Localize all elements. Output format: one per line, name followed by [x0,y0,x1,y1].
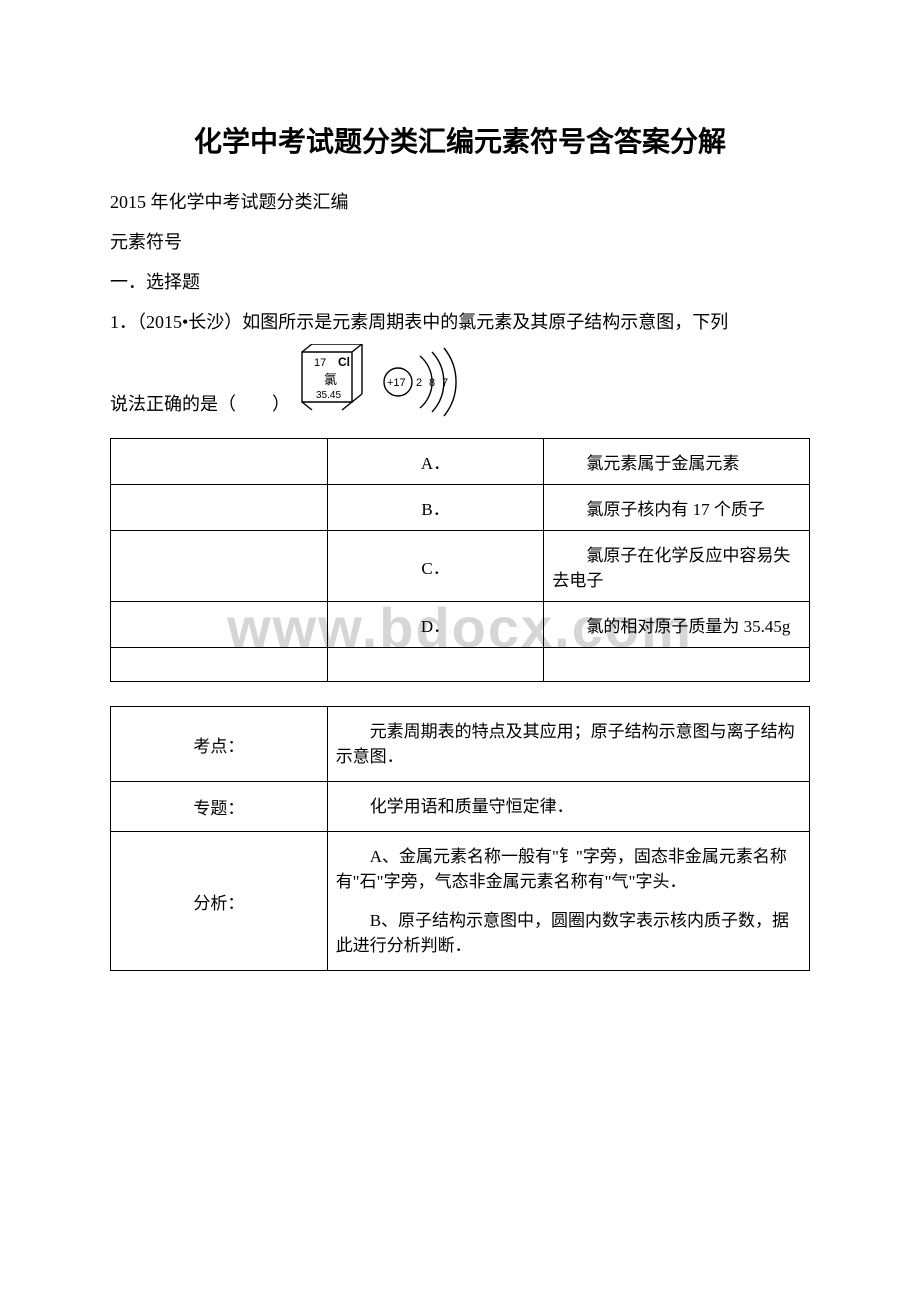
explain-line: A、金属元素名称一般有"钅"字旁，固态非金属元素名称有"石"字旁，气态非金属元素… [336,842,801,892]
explain-label: 专题： [111,782,328,832]
explain-line: 元素周期表的特点及其应用；原子结构示意图与离子结构示意图． [336,717,801,767]
shell-3: 7 [442,377,448,389]
table-row: B． 氯原子核内有 17 个质子 [111,485,810,531]
shell-2: 8 [429,377,435,389]
table-row: D． 氯的相对原子质量为 35.45g [111,602,810,648]
option-label: B． [327,485,544,531]
question-1-tail: 说法正确的是（ ） [110,388,290,420]
explain-label: 考点： [111,707,328,782]
option-blank [111,531,328,602]
table-row: A． 氯元素属于金属元素 [111,439,810,485]
atomic-mass: 35.45 [316,390,341,401]
table-row: 考点： 元素周期表的特点及其应用；原子结构示意图与离子结构示意图． [111,707,810,782]
question-1-line-2: 说法正确的是（ ） 17 Cl 氯 35.45 [110,344,810,420]
shell-1: 2 [416,377,422,389]
question-1-line-1: 1．（2015•长沙）如图所示是元素周期表中的氯元素及其原子结构示意图，下列 [110,304,810,340]
element-name: 氯 [324,372,337,387]
option-blank [544,648,810,682]
options-table: A． 氯元素属于金属元素 B． 氯原子核内有 17 个质子 C． 氯原子在化学反… [110,438,810,682]
table-row: C． 氯原子在化学反应中容易失去电子 [111,531,810,602]
explain-text: 化学用语和质量守恒定律． [327,782,809,832]
explain-label: 分析： [111,832,328,971]
explain-text: A、金属元素名称一般有"钅"字旁，固态非金属元素名称有"石"字旁，气态非金属元素… [327,832,809,971]
option-text: 氯元素属于金属元素 [544,439,810,485]
table-row [111,648,810,682]
table-row: 分析： A、金属元素名称一般有"钅"字旁，固态非金属元素名称有"石"字旁，气态非… [111,832,810,971]
element-tile-icon: 17 Cl 氯 35.45 [294,344,374,420]
option-blank [111,648,328,682]
element-symbol: Cl [338,355,350,369]
intro-line-1: 2015 年化学中考试题分类汇编 [110,184,810,220]
explain-line: B、原子结构示意图中，圆圈内数字表示核内质子数，据此进行分析判断． [336,906,801,956]
option-label: D． [327,602,544,648]
option-blank [111,602,328,648]
option-blank [327,648,544,682]
option-label: C． [327,531,544,602]
option-text: 氯原子核内有 17 个质子 [544,485,810,531]
option-label: A． [327,439,544,485]
explain-text: 元素周期表的特点及其应用；原子结构示意图与离子结构示意图． [327,707,809,782]
atomic-number: 17 [314,357,326,369]
option-blank [111,485,328,531]
explanation-table: 考点： 元素周期表的特点及其应用；原子结构示意图与离子结构示意图． 专题： 化学… [110,706,810,971]
nucleus-label: +17 [387,377,406,389]
option-text: 氯的相对原子质量为 35.45g [544,602,810,648]
intro-line-2: 元素符号 [110,224,810,260]
explain-line: 化学用语和质量守恒定律． [336,792,801,817]
page-title: 化学中考试题分类汇编元素符号含答案分解 [110,120,810,160]
table-row: 专题： 化学用语和质量守恒定律． [111,782,810,832]
intro-line-3: 一．选择题 [110,264,810,300]
option-blank [111,439,328,485]
atom-structure-icon: +17 2 8 7 [380,344,464,420]
option-text: 氯原子在化学反应中容易失去电子 [544,531,810,602]
